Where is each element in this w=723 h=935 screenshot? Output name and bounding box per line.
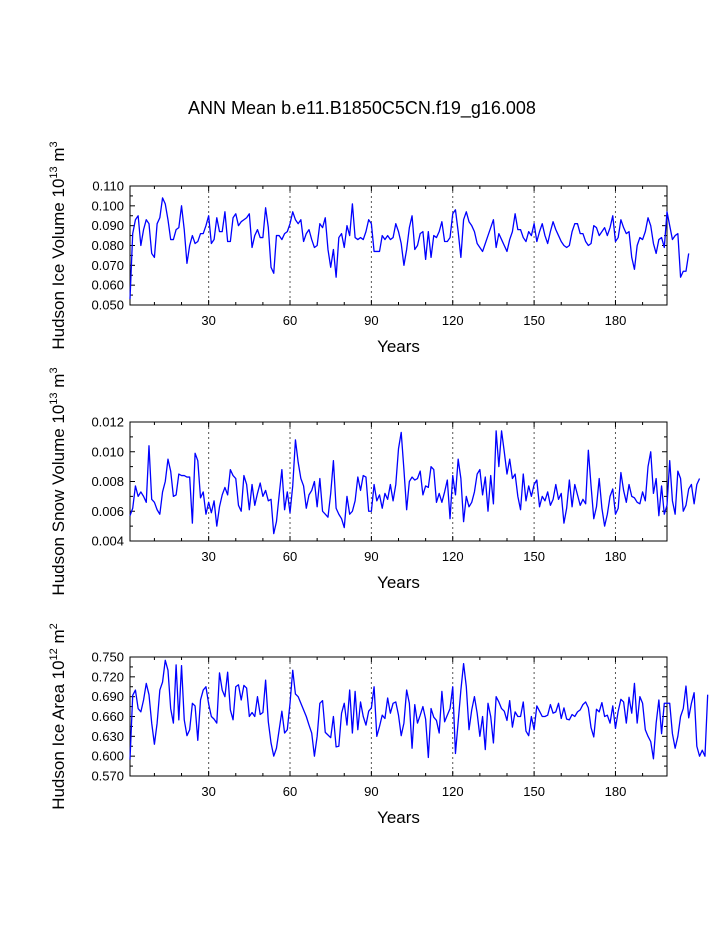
y-tick-label: 0.090 <box>91 218 124 233</box>
y-tick-label: 0.720 <box>91 669 124 684</box>
panel-1: 30 60 90 120 150 180 0.050 0.060 0.070 0.080 0.090… <box>48 141 690 356</box>
y-tick-label: 0.006 <box>91 504 124 519</box>
x-tick-label: 30 <box>201 313 215 328</box>
panel-3: 30 60 90 120 150 180 0.570 0.600 0.630 0.660 0.690… <box>48 623 709 827</box>
y-tick-label: 0.004 <box>91 534 124 549</box>
y-tick-label: 0.110 <box>92 179 124 194</box>
y-axis-label: Hudson Snow Volume 1013 m3 <box>48 367 68 595</box>
y-axis-label: Hudson Ice Volume 1013 m3 <box>48 141 68 349</box>
x-tick-label: 60 <box>283 784 297 799</box>
y-tick-label: 0.690 <box>91 689 124 704</box>
x-tick-label: 60 <box>283 549 297 564</box>
x-tick-label: 120 <box>442 549 464 564</box>
x-tick-label: 120 <box>442 313 464 328</box>
y-tick-label: 0.100 <box>91 198 124 213</box>
chart-title: ANN Mean b.e11.B1850C5CN.f19_g16.008 <box>188 98 536 119</box>
y-axis-label: Hudson Ice Area 1012 m2 <box>48 623 68 810</box>
x-tick-label: 90 <box>364 549 378 564</box>
x-tick-label: 60 <box>283 313 297 328</box>
panel-2: 30 60 90 120 150 180 0.004 0.006 0.008 0.010 0.012… <box>48 367 701 596</box>
y-tick-label: 0.008 <box>91 474 124 489</box>
y-tick-label: 0.660 <box>91 709 124 724</box>
y-tick-label: 0.600 <box>91 749 124 764</box>
plot-frame <box>129 185 668 306</box>
x-tick-label: 90 <box>364 313 378 328</box>
y-tick-label: 0.010 <box>91 444 124 459</box>
x-tick-label: 150 <box>523 784 545 799</box>
y-tick-label: 0.570 <box>91 769 124 784</box>
x-tick-label: 150 <box>523 549 545 564</box>
y-tick-label: 0.070 <box>91 258 124 273</box>
series-line <box>129 197 690 300</box>
x-tick-label: 180 <box>605 549 627 564</box>
x-tick-label: 90 <box>364 784 378 799</box>
series-line <box>129 659 709 760</box>
x-tick-label: 30 <box>201 549 215 564</box>
y-tick-label: 0.080 <box>91 238 124 253</box>
y-tick-label: 0.050 <box>91 298 124 313</box>
x-tick-label: 180 <box>605 313 627 328</box>
y-tick-label: 0.012 <box>91 415 124 430</box>
x-axis-label: Years <box>377 808 420 827</box>
y-tick-label: 0.060 <box>91 278 124 293</box>
x-tick-label: 180 <box>605 784 627 799</box>
x-tick-label: 30 <box>201 784 215 799</box>
y-tick-label: 0.750 <box>91 650 124 665</box>
panels: 30 60 90 120 150 180 0.050 0.060 0.070 0.080 0.090… <box>48 141 709 827</box>
x-tick-label: 120 <box>442 784 464 799</box>
series-line <box>129 430 701 535</box>
y-tick-label: 0.630 <box>91 729 124 744</box>
x-axis-label: Years <box>377 337 420 356</box>
x-tick-label: 150 <box>523 313 545 328</box>
x-axis-label: Years <box>377 573 420 592</box>
